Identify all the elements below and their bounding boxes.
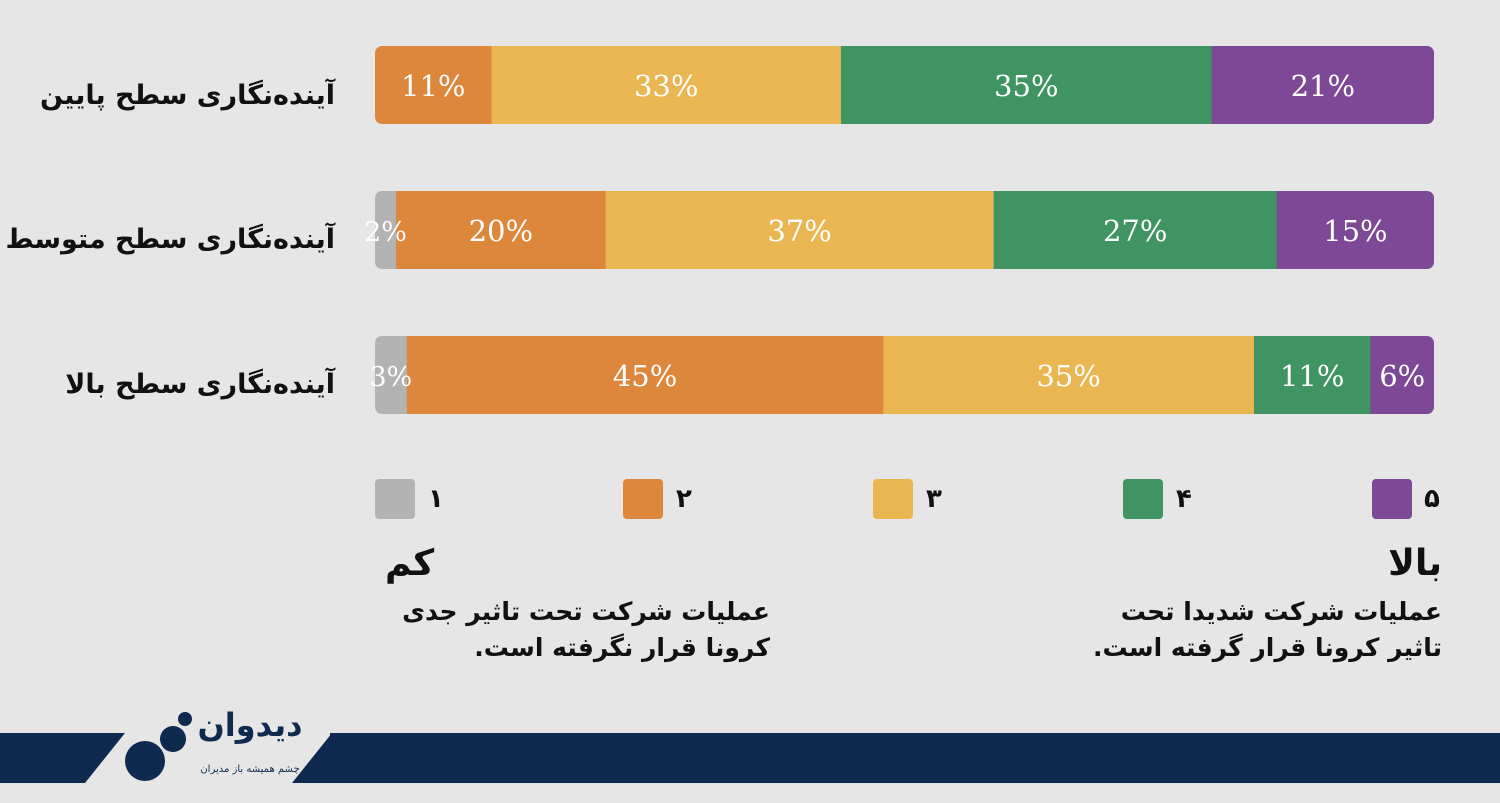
data-label-1-4: 15% [1323, 214, 1387, 248]
bar-segment-0-2 [491, 46, 842, 124]
bar-segment-1-2 [605, 191, 995, 269]
bar-segment-2-2 [883, 336, 1255, 414]
data-label-1-3: 27% [1103, 214, 1167, 248]
category-label-high: آینده‌نگاری سطح بالا [65, 369, 335, 400]
data-label-2-1: 45% [613, 359, 677, 393]
legend-label-4: ۴ [1176, 484, 1192, 514]
data-label-1-2: 37% [767, 214, 831, 248]
bar-row-0 [375, 46, 1434, 124]
logo-dot-large-icon [125, 741, 165, 781]
bar-segment-2-3 [1253, 336, 1371, 414]
bar-segment-1-1 [395, 191, 607, 269]
data-label-0-3: 35% [994, 69, 1058, 103]
data-label-2-0: 3% [369, 362, 412, 393]
scale-high-title: بالا [1388, 543, 1442, 584]
logo-dot-small-icon [178, 712, 192, 726]
legend-swatch-2 [623, 479, 663, 519]
category-label-low: آینده‌نگاری سطح پایین [39, 80, 335, 111]
data-label-0-1: 11% [401, 69, 465, 103]
data-label-2-3: 11% [1280, 359, 1344, 393]
bar-segment-0-1 [375, 46, 492, 124]
legend-label-2: ۲ [676, 484, 692, 514]
data-label-1-0: 2% [364, 217, 407, 248]
scale-low-title: کم [385, 543, 435, 584]
scale-low-line-1: عملیات شرکت تحت تاثیر جدی [402, 597, 770, 626]
bar-segment-0-4 [1211, 46, 1434, 124]
bar-segment-2-0 [375, 336, 408, 414]
legend-swatch-3 [873, 479, 913, 519]
legend-swatch-4 [1123, 479, 1163, 519]
category-label-medium: آینده‌نگاری سطح متوسط [5, 224, 335, 255]
legend-swatch-1 [375, 479, 415, 519]
scale-high-line-1: عملیات شرکت شدیدا تحت [1120, 597, 1442, 626]
logo-dot-medium-icon [160, 726, 186, 752]
legend-swatch-5 [1372, 479, 1412, 519]
scale-high-line-2: تاثیر کرونا قرار گرفته است. [1093, 633, 1442, 662]
logo-wordmark: دیدوان [197, 706, 303, 744]
footer-bar [0, 733, 1500, 783]
bar-segment-1-4 [1276, 191, 1434, 269]
bar-segment-2-1 [406, 336, 884, 414]
bar-row-2 [375, 336, 1434, 414]
data-label-2-4: 6% [1379, 359, 1425, 393]
legend-label-3: ۳ [926, 484, 942, 514]
bar-segment-1-0 [375, 191, 397, 269]
bar-segment-0-3 [840, 46, 1213, 124]
legend-label-1: ۱ [428, 484, 444, 514]
scale-low-line-2: کرونا قرار نگرفته است. [474, 633, 770, 662]
logo-tagline: چشم همیشه باز مدیران [200, 764, 300, 775]
data-label-2-2: 35% [1036, 359, 1100, 393]
bar-segment-2-4 [1370, 336, 1434, 414]
data-label-1-1: 20% [469, 214, 533, 248]
bar-row-1 [375, 191, 1434, 269]
bar-segment-1-3 [993, 191, 1278, 269]
data-label-0-4: 21% [1291, 69, 1355, 103]
scale-high-description: عملیات شرکت شدیدا تحت تاثیر کرونا قرار گ… [1060, 594, 1442, 666]
stacked-bar-chart: 11% 33% 35% 21% 2% 20% 37% 27% 15% 3% 45% 35% 11% 6% [364, 46, 1434, 414]
scale-low-description: عملیات شرکت تحت تاثیر جدی کرونا قرار نگر… [360, 594, 770, 666]
data-label-0-2: 33% [634, 69, 698, 103]
legend-label-5: ۵ [1424, 484, 1440, 514]
